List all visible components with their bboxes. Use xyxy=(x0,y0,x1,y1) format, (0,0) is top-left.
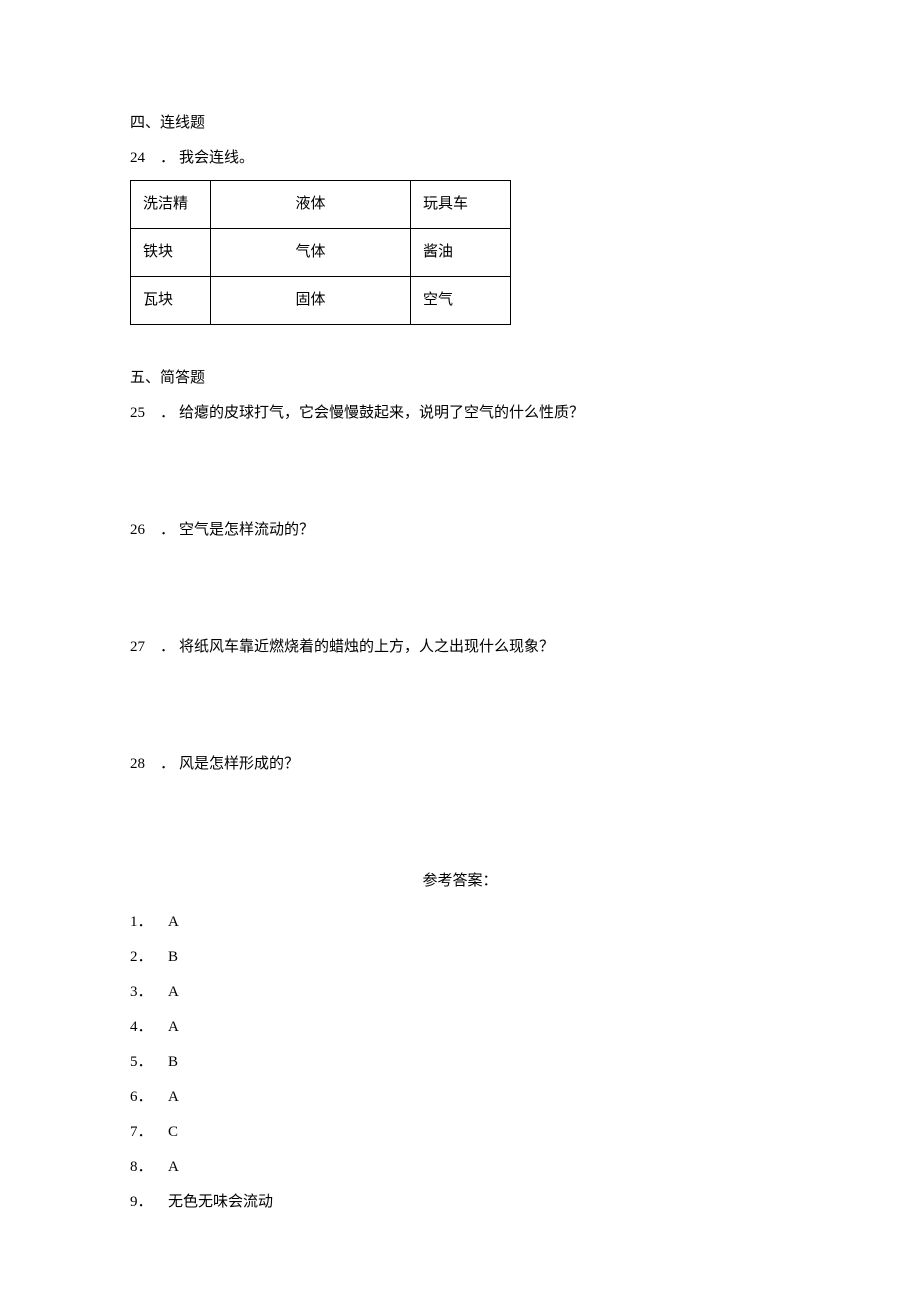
question-text: 空气是怎样流动的？ xyxy=(179,517,314,544)
answer-text: B xyxy=(168,1049,178,1076)
table-cell: 铁块 xyxy=(131,229,211,277)
answer-line: 1． A xyxy=(130,909,790,936)
question-dot: ． xyxy=(160,517,175,544)
question-dot: ． xyxy=(160,400,175,427)
answer-line: 9． 无色无味会流动 xyxy=(130,1189,790,1216)
question-25: 25 ． 给瘪的皮球打气，它会慢慢鼓起来，说明了空气的什么性质？ xyxy=(130,400,790,427)
answer-text: A xyxy=(168,1154,179,1181)
table-cell: 酱油 xyxy=(411,229,511,277)
answer-number: 2． xyxy=(130,944,158,971)
answer-line: 3． A xyxy=(130,979,790,1006)
table-row: 铁块 气体 酱油 xyxy=(131,229,511,277)
question-text: 我会连线。 xyxy=(179,145,254,172)
answer-line: 4． A xyxy=(130,1014,790,1041)
answer-text: C xyxy=(168,1119,178,1146)
question-text: 风是怎样形成的？ xyxy=(179,751,299,778)
table-row: 瓦块 固体 空气 xyxy=(131,277,511,325)
question-27: 27 ． 将纸风车靠近燃烧着的蜡烛的上方，人之出现什么现象？ xyxy=(130,634,790,661)
section-5-heading: 五、简答题 xyxy=(130,365,790,392)
question-number: 25 xyxy=(130,400,160,427)
answer-number: 4． xyxy=(130,1014,158,1041)
answer-text: A xyxy=(168,909,179,936)
matching-table: 洗洁精 液体 玩具车 铁块 气体 酱油 瓦块 固体 空气 xyxy=(130,180,511,325)
answer-text: A xyxy=(168,1084,179,1111)
answer-number: 5． xyxy=(130,1049,158,1076)
answer-line: 8． A xyxy=(130,1154,790,1181)
question-text: 给瘪的皮球打气，它会慢慢鼓起来，说明了空气的什么性质？ xyxy=(179,400,584,427)
answer-line: 7． C xyxy=(130,1119,790,1146)
question-dot: ． xyxy=(160,634,175,661)
question-number: 24 xyxy=(130,145,160,172)
answer-number: 3． xyxy=(130,979,158,1006)
table-cell: 液体 xyxy=(211,181,411,229)
answer-number: 9． xyxy=(130,1189,158,1216)
question-text: 将纸风车靠近燃烧着的蜡烛的上方，人之出现什么现象？ xyxy=(179,634,554,661)
question-number: 26 xyxy=(130,517,160,544)
answer-number: 1． xyxy=(130,909,158,936)
question-dot: ． xyxy=(160,145,175,172)
answer-number: 7． xyxy=(130,1119,158,1146)
answer-text: A xyxy=(168,979,179,1006)
answers-heading: 参考答案： xyxy=(130,868,790,895)
question-28: 28 ． 风是怎样形成的？ xyxy=(130,751,790,778)
section-4-heading: 四、连线题 xyxy=(130,110,790,137)
answer-line: 5． B xyxy=(130,1049,790,1076)
question-number: 28 xyxy=(130,751,160,778)
table-cell: 固体 xyxy=(211,277,411,325)
table-cell: 气体 xyxy=(211,229,411,277)
answer-number: 6． xyxy=(130,1084,158,1111)
answer-text: B xyxy=(168,944,178,971)
question-24: 24 ． 我会连线。 xyxy=(130,145,790,172)
question-number: 27 xyxy=(130,634,160,661)
question-26: 26 ． 空气是怎样流动的？ xyxy=(130,517,790,544)
table-cell: 空气 xyxy=(411,277,511,325)
table-row: 洗洁精 液体 玩具车 xyxy=(131,181,511,229)
table-cell: 玩具车 xyxy=(411,181,511,229)
table-cell: 洗洁精 xyxy=(131,181,211,229)
answer-line: 6． A xyxy=(130,1084,790,1111)
question-dot: ． xyxy=(160,751,175,778)
answer-number: 8． xyxy=(130,1154,158,1181)
table-cell: 瓦块 xyxy=(131,277,211,325)
answer-text: A xyxy=(168,1014,179,1041)
answer-text: 无色无味会流动 xyxy=(168,1189,273,1216)
answer-line: 2． B xyxy=(130,944,790,971)
